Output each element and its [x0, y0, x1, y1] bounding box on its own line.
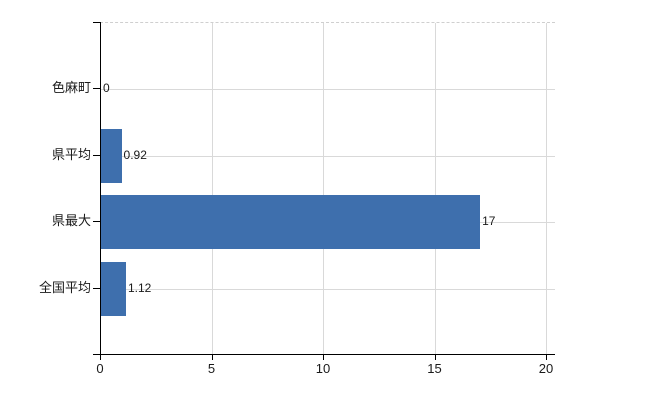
y-axis-tick — [93, 154, 100, 156]
bar — [101, 195, 481, 250]
y-gridline — [100, 288, 555, 290]
x-tick-label: 0 — [96, 361, 104, 376]
x-axis-tick — [434, 355, 436, 360]
value-label: 0 — [103, 81, 110, 96]
y-axis-tick — [93, 221, 100, 223]
x-gridline — [546, 23, 547, 355]
x-axis-tick — [323, 355, 324, 360]
x-axis-tick — [211, 355, 213, 360]
category-label: 県平均 — [51, 146, 91, 162]
y-axis-tick — [93, 287, 100, 289]
x-gridline — [323, 23, 324, 355]
x-tick-label: 15 — [427, 361, 442, 376]
y-axis-tick — [93, 22, 100, 23]
value-label: 0.92 — [123, 147, 147, 162]
y-gridline — [100, 155, 555, 157]
x-tick-label: 20 — [538, 361, 554, 376]
y-axis-line — [100, 22, 101, 354]
value-label: 17 — [482, 214, 496, 229]
y-gridline — [100, 89, 555, 91]
bars — [100, 23, 555, 354]
x-axis-line — [93, 354, 555, 355]
bar — [101, 128, 122, 183]
x-tick-label: 5 — [207, 361, 216, 376]
category-label: 色麻町 — [51, 80, 91, 96]
x-gridline — [434, 23, 436, 355]
bar — [101, 261, 126, 316]
plot-area — [100, 22, 555, 355]
category-label: 県最大 — [51, 213, 91, 229]
category-label: 全国平均 — [38, 279, 91, 295]
x-tick-label: 10 — [315, 361, 331, 376]
x-axis-tick — [100, 355, 101, 360]
x-axis-tick — [546, 355, 547, 360]
x-gridline — [211, 23, 213, 355]
y-axis-tick — [93, 88, 100, 90]
value-label: 1.12 — [127, 280, 152, 295]
